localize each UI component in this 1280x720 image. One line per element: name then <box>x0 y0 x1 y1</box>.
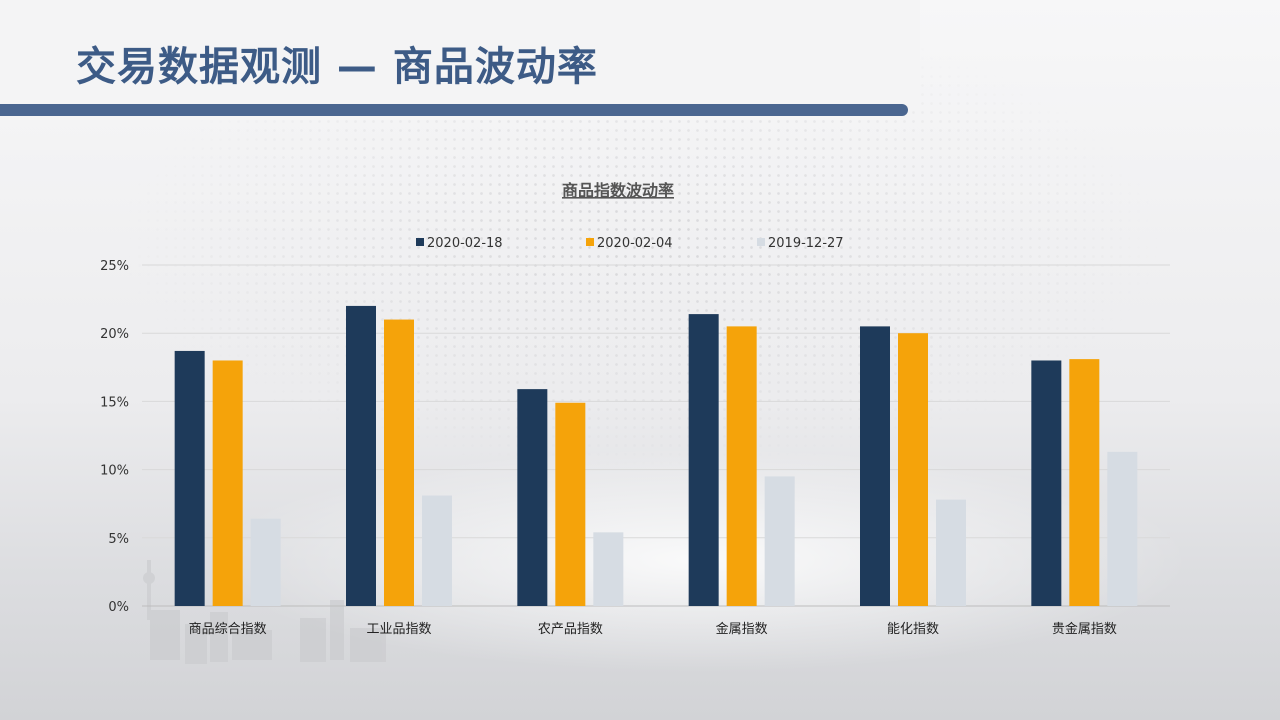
bar <box>346 305 376 606</box>
bar <box>1031 360 1062 606</box>
bar <box>250 518 281 606</box>
x-category-label: 工业品指数 <box>366 622 431 637</box>
bar <box>593 532 624 606</box>
y-tick-label: 15% <box>100 395 129 410</box>
bar <box>1107 451 1138 606</box>
legend-swatch <box>586 238 594 246</box>
chart-title: 商品指数波动率 <box>562 181 674 200</box>
y-tick-label: 5% <box>108 532 129 547</box>
legend-label: 2020-02-18 <box>427 236 503 251</box>
bar <box>384 319 414 606</box>
header-plate <box>0 0 920 106</box>
y-tick-label: 10% <box>100 464 129 479</box>
x-category-label: 农产品指数 <box>538 622 603 637</box>
bar <box>898 333 928 606</box>
y-tick-label: 0% <box>108 600 129 615</box>
bar <box>726 326 757 606</box>
page-title: 交易数据观测 — 商品波动率 <box>76 44 598 90</box>
x-category-label: 贵金属指数 <box>1052 621 1117 637</box>
bar <box>936 499 966 606</box>
legend-label: 2020-02-04 <box>597 236 673 251</box>
legend: 2020-02-18 2020-02-04 2019-12-27 <box>416 236 844 251</box>
bar <box>764 476 795 606</box>
bar <box>555 402 586 606</box>
x-category-label: 能化指数 <box>887 622 939 637</box>
legend-label: 2019-12-27 <box>768 236 844 251</box>
bar <box>174 350 205 606</box>
bar <box>517 389 548 606</box>
y-tick-label: 20% <box>100 327 129 342</box>
x-category-label: 商品综合指数 <box>189 622 267 637</box>
bars <box>174 305 1138 606</box>
bar <box>860 326 890 606</box>
x-category-label: 金属指数 <box>716 621 768 637</box>
gridlines <box>142 264 1170 607</box>
bar <box>212 360 243 606</box>
legend-swatch <box>416 238 424 246</box>
y-tick-label: 25% <box>100 259 129 274</box>
legend-swatch <box>757 238 765 246</box>
header-accent-bar <box>0 104 908 116</box>
bar <box>422 495 452 606</box>
x-axis-categories: 商品综合指数 工业品指数 农产品指数 金属指数 能化指数 贵金属指数 <box>189 621 1117 637</box>
bar <box>1069 359 1100 606</box>
bar <box>688 314 719 606</box>
y-axis-ticks: 0% 5% 10% 15% 20% 25% <box>100 259 129 615</box>
